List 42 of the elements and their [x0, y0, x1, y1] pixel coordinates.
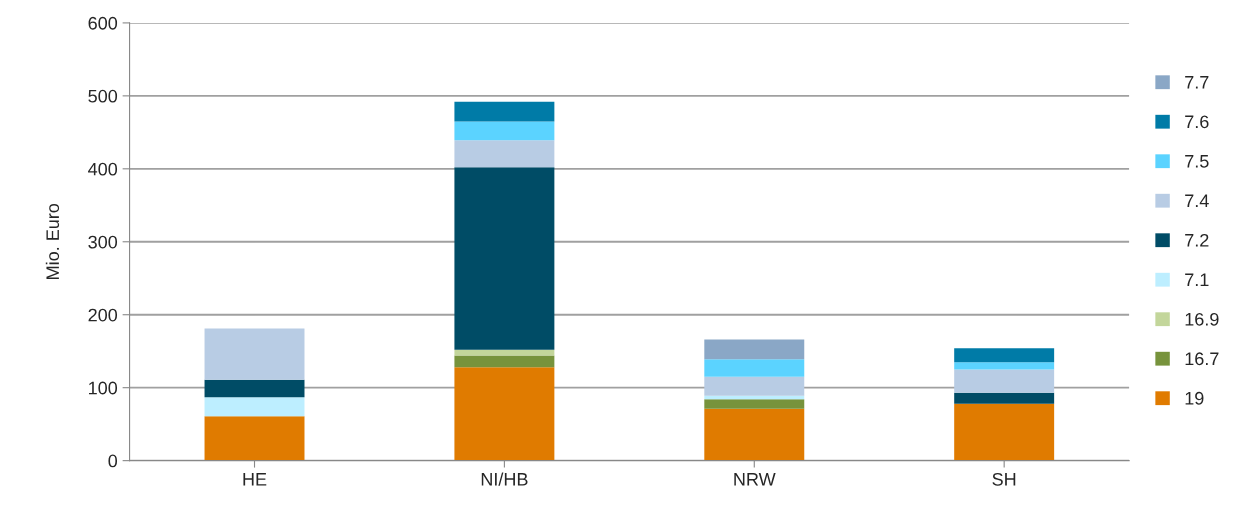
y-tick-label: 400: [88, 162, 118, 176]
bar: [204, 416, 305, 461]
bar: [704, 359, 805, 377]
bar: [454, 167, 555, 350]
bar: [204, 397, 305, 417]
y-tick-label: 600: [88, 16, 118, 30]
bar: [454, 349, 555, 356]
y-axis-title: Mio. Euro: [45, 203, 60, 279]
x-tick-label: NI/HB: [481, 472, 528, 486]
legend-label: 19: [1185, 391, 1204, 405]
bar: [454, 367, 555, 461]
legend-label: 7.7: [1185, 76, 1209, 89]
legend-label: 7.4: [1185, 194, 1209, 207]
bar: [454, 101, 555, 122]
legend-label: 7.2: [1185, 233, 1209, 247]
bar: [204, 379, 305, 398]
legend-label: 7.5: [1185, 155, 1209, 168]
x-tick-label: SH: [992, 472, 1016, 486]
x-tick-label: HE: [243, 473, 267, 486]
bar: [954, 362, 1055, 370]
y-tick-label: 200: [88, 308, 118, 322]
bar: [454, 355, 555, 368]
legend-label: 7.6: [1185, 115, 1209, 129]
bar: [204, 328, 305, 380]
bar: [704, 339, 805, 360]
bar: [704, 376, 805, 396]
bar: [954, 392, 1055, 404]
bar: [454, 140, 555, 168]
y-tick-label: 500: [88, 89, 118, 103]
bar: [704, 408, 805, 461]
legend-label: 16.7: [1185, 352, 1219, 366]
legend-label: 16.9: [1185, 312, 1219, 326]
bar: [954, 348, 1055, 363]
y-tick-label: 0: [108, 454, 118, 468]
bar: [954, 403, 1055, 461]
y-tick-label: 300: [88, 235, 118, 249]
bar: [454, 121, 555, 141]
y-tick-label: 100: [89, 381, 118, 395]
bar: [954, 369, 1055, 393]
x-tick-label: NRW: [734, 473, 776, 486]
legend-label: 7.1: [1185, 273, 1209, 286]
bar: [704, 399, 805, 409]
